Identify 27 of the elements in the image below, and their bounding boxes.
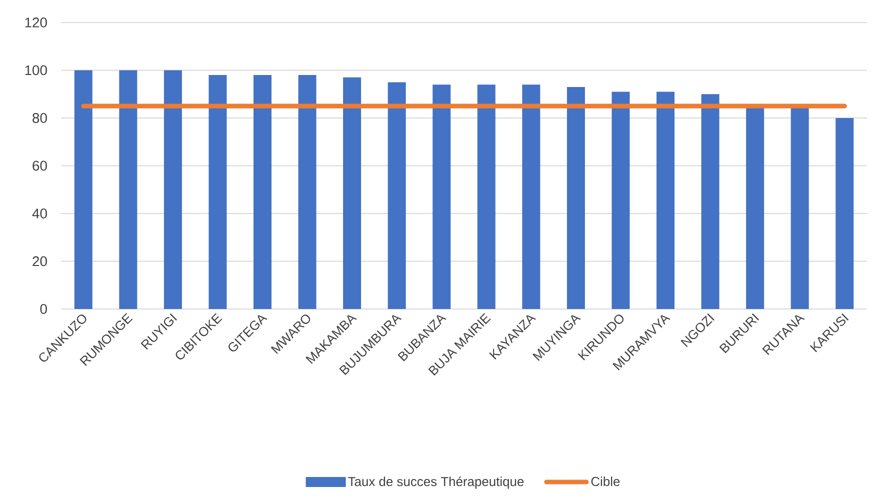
bar <box>746 106 764 309</box>
legend-label: Taux de succes Thérapeutique <box>348 476 524 489</box>
bar <box>432 84 451 309</box>
bar <box>612 92 630 309</box>
bar <box>254 75 272 309</box>
y-tick-label: 80 <box>32 113 47 123</box>
bar <box>343 77 362 309</box>
bar <box>477 84 496 309</box>
y-tick-label: 120 <box>25 18 47 28</box>
bar <box>522 84 540 309</box>
legend-label: Cible <box>591 476 620 486</box>
bar <box>74 70 92 309</box>
bar <box>119 70 138 309</box>
bar <box>656 92 675 309</box>
y-tick-label: 100 <box>25 65 47 76</box>
bar <box>164 70 182 309</box>
bar <box>790 106 809 309</box>
y-tick-label: 40 <box>32 208 47 218</box>
y-tick-label: 20 <box>32 256 47 266</box>
bar <box>388 82 406 309</box>
y-tick-label: 60 <box>32 160 47 171</box>
y-tick-label: 0 <box>40 304 47 314</box>
bar <box>208 75 227 309</box>
bar <box>836 118 854 309</box>
bar <box>566 86 585 309</box>
bar <box>701 94 720 309</box>
bar <box>298 75 316 309</box>
